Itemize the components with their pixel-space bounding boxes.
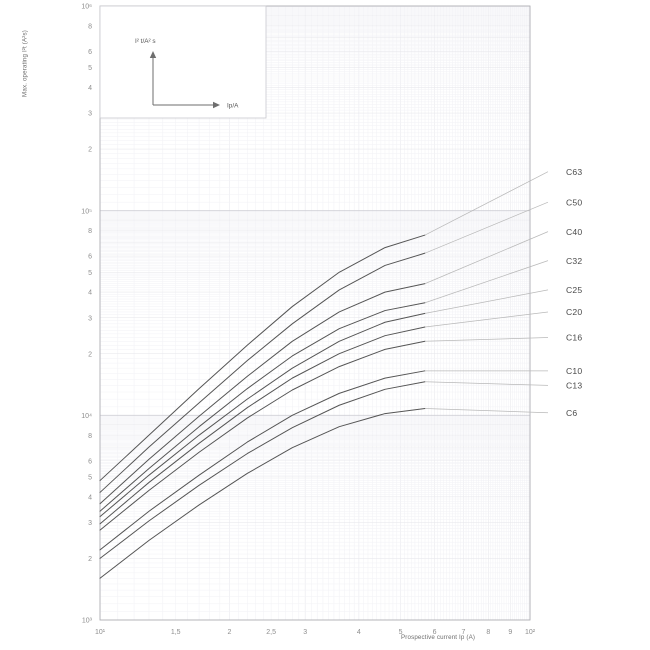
x-tick-label: 4 — [357, 629, 361, 636]
leader-line-c6 — [425, 408, 549, 414]
y-tick-label: 10³ — [82, 618, 93, 625]
leader-line-c40 — [424, 231, 549, 284]
inset-y-arrow-label: I² t/A² s — [135, 38, 156, 45]
curve-label-c63: C63 — [566, 167, 582, 177]
y-tick-label: 6 — [88, 49, 92, 56]
leader-line-c20 — [424, 311, 549, 328]
curve-c16 — [99, 340, 426, 531]
y-tick-label: 10⁶ — [81, 4, 92, 11]
curve-label-c16: C16 — [566, 333, 582, 343]
curve-label-c25: C25 — [566, 285, 582, 295]
plot-frame — [99, 5, 531, 621]
y-tick-label: 6 — [88, 254, 92, 261]
tick-labels-y: 10⁶ 8 6 5 4 3 2 10⁵ 8 6 5 4 3 2 10⁴ 8 6 5 4 3 2 10³ — [81, 4, 92, 625]
curves-layer — [99, 234, 426, 579]
inset-x-arrow-label: Ip/A — [227, 103, 239, 110]
y-tick-label: 3 — [88, 520, 92, 527]
curve-c20 — [99, 326, 426, 525]
y-tick-label: 5 — [88, 65, 92, 72]
curve-label-c50: C50 — [566, 197, 582, 207]
grid-layer — [99, 5, 531, 621]
leader-line-c13 — [425, 381, 549, 386]
curve-label-c20: C20 — [566, 307, 582, 317]
y-tick-label: 8 — [88, 23, 92, 30]
curve-c25 — [99, 312, 426, 518]
inset-y-arrow-icon — [149, 51, 157, 58]
inset-x-arrow-icon — [213, 101, 220, 109]
y-tick-label: 8 — [88, 433, 92, 440]
y-tick-label: 10⁵ — [81, 208, 92, 215]
curve-c32 — [99, 302, 426, 512]
leader-line-c32 — [424, 260, 549, 304]
inset-box — [99, 5, 267, 119]
leader-lines-layer — [424, 171, 549, 414]
curve-c6 — [99, 407, 426, 579]
leader-line-c63 — [424, 171, 549, 236]
curve-label-c13: C13 — [566, 381, 582, 391]
y-tick-label: 10⁴ — [81, 413, 92, 420]
curve-c40 — [99, 283, 426, 505]
y-tick-label: 5 — [88, 475, 92, 482]
x-tick-label: 9 — [508, 629, 512, 636]
curve-c10 — [99, 370, 426, 551]
inset-legend-box: I² t/A² s Ip/A — [99, 5, 267, 119]
curve-c50 — [99, 252, 426, 493]
curve-label-c6: C6 — [566, 408, 577, 418]
y-tick-label: 6 — [88, 458, 92, 465]
y-tick-label: 4 — [88, 494, 92, 501]
x-tick-label: 2 — [227, 629, 231, 636]
curve-label-c10: C10 — [566, 366, 582, 376]
leader-line-c50 — [424, 201, 549, 254]
y-tick-label: 4 — [88, 290, 92, 297]
y-tick-label: 5 — [88, 270, 92, 277]
curve-label-c40: C40 — [566, 227, 582, 237]
x-tick-label: 5 — [399, 629, 403, 636]
x-tick-label: 1,5 — [171, 629, 181, 636]
x-tick-label: 2,5 — [266, 629, 276, 636]
tick-labels-x: 10¹ 1,5 2 2,5 3 4 5 6 7 8 9 10² — [95, 629, 536, 636]
y-tick-label: 2 — [88, 556, 92, 563]
x-tick-label: 7 — [461, 629, 465, 636]
curve-labels-layer: C63 C50 C40 C32 C25 C20 C16 C10 C13 C6 — [566, 167, 582, 418]
curve-label-c32: C32 — [566, 256, 582, 266]
x-tick-label: 8 — [486, 629, 490, 636]
x-tick-label: 6 — [433, 629, 437, 636]
y-tick-label: 8 — [88, 228, 92, 235]
leader-line-c25 — [424, 289, 549, 314]
curve-c13 — [99, 381, 426, 559]
y-tick-label: 3 — [88, 111, 92, 118]
x-tick-label: 3 — [303, 629, 307, 636]
y-tick-label: 4 — [88, 85, 92, 92]
x-tick-label: 10¹ — [95, 629, 106, 636]
y-tick-label: 3 — [88, 315, 92, 322]
y-tick-label: 2 — [88, 351, 92, 358]
y-tick-label: 2 — [88, 147, 92, 154]
leader-line-c16 — [425, 337, 549, 342]
curve-c63 — [99, 234, 426, 482]
x-tick-label: 10² — [525, 629, 536, 636]
